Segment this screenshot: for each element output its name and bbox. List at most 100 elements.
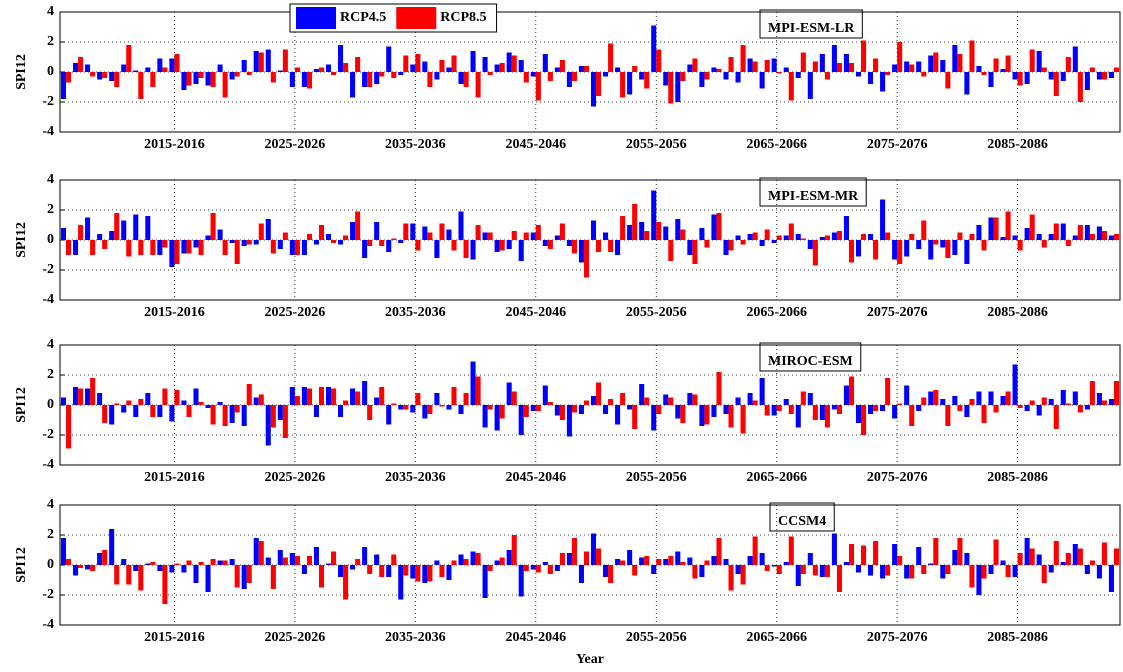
bar [73,63,79,72]
bar [350,388,356,405]
bar [620,72,626,98]
bar [133,405,139,417]
x-tick-label: 2075-2076 [867,630,928,645]
bar [559,60,565,72]
bar [422,61,428,72]
bar [181,72,187,90]
bar [752,61,758,72]
bar [675,219,681,240]
bar [819,237,825,240]
y-tick-label: -2 [42,427,54,442]
bar [627,225,633,240]
bar [439,60,445,72]
x-tick-label: 2015-2016 [144,137,205,152]
x-tick-label: 2045-2046 [505,305,566,320]
bar [964,553,970,565]
bar [542,562,548,565]
bar [193,565,199,583]
bar [475,376,481,405]
bar [282,49,288,72]
bar [102,240,108,249]
bar [940,399,946,405]
bar [398,72,404,75]
bar [969,399,975,405]
bar [265,557,271,565]
bar [976,565,982,595]
bar [451,560,457,565]
bar [861,234,867,240]
bar [145,393,151,405]
bar [350,565,356,570]
bar [294,396,300,405]
bar [945,240,951,258]
bar [181,565,187,573]
bar [776,72,782,74]
bar [620,393,626,405]
bar [277,70,283,72]
bar [680,72,686,81]
bar [909,64,915,72]
bar [162,67,168,72]
bar [590,533,597,565]
bar [969,234,975,240]
bar [1048,72,1054,80]
bar [523,405,529,417]
bar [1036,405,1042,416]
bar [892,64,898,72]
bar [615,240,621,255]
bar [608,565,614,583]
bar [241,405,247,426]
bar [367,565,373,574]
bar [475,225,481,240]
bar [499,63,505,72]
bar [410,223,416,240]
bar [451,240,457,251]
bar [169,240,175,267]
bar [559,553,565,565]
bar [639,222,645,240]
bar [639,557,645,565]
bar [916,547,922,565]
bar [205,565,211,592]
x-tick-label: 2045-2046 [505,137,566,152]
bar [518,565,524,597]
bar [66,72,72,83]
bar [458,211,464,240]
x-tick-label: 2035-2036 [385,630,446,645]
bar [157,405,163,417]
bar [282,557,288,565]
bar [511,535,517,565]
bar [282,232,288,240]
bar [475,553,481,565]
bar [1089,234,1095,240]
bar [198,72,204,78]
bar [819,405,825,420]
bar [1005,211,1011,240]
bar [656,222,662,240]
bar [343,235,349,240]
bar [451,55,457,72]
bar [1089,67,1095,72]
bar [1041,397,1047,405]
x-tick-label: 2035-2036 [385,470,446,485]
bar [126,240,132,257]
bar [800,565,806,574]
bar [807,240,813,249]
bar [831,533,837,565]
bar [547,402,553,405]
bar [1012,235,1018,240]
bar [711,67,717,72]
bar [289,387,295,405]
bar [482,57,488,72]
bar [627,405,633,410]
bar [848,240,855,263]
annotation: MIROC-ESM [768,354,853,369]
x-tick-label: 2015-2016 [144,305,205,320]
bar [217,560,223,565]
x-tick-label: 2085-2086 [987,470,1048,485]
bar [716,372,722,405]
bar [704,240,710,248]
bar [603,232,609,240]
bar [861,40,867,72]
bar [338,565,344,577]
